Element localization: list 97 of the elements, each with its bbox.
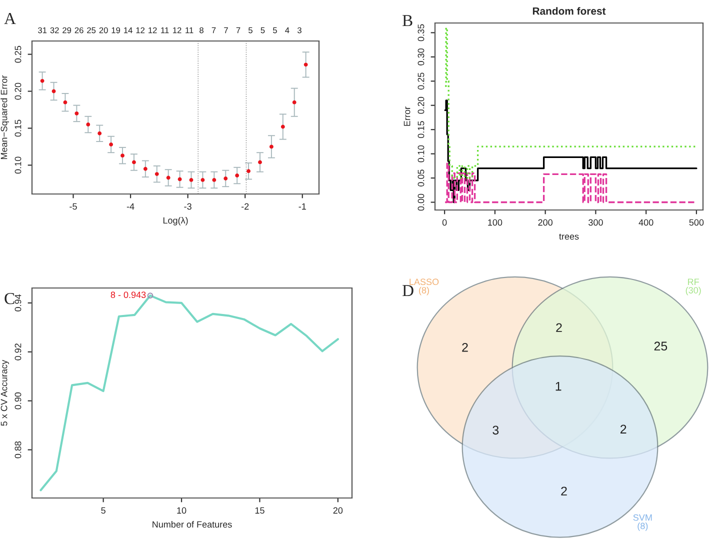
text: 11 xyxy=(186,27,194,34)
text: 29 xyxy=(62,27,72,34)
text: 7 xyxy=(236,27,240,34)
x-tick-label: -2 xyxy=(241,203,249,210)
x-tick-label: 500 xyxy=(689,219,704,226)
text: 12 xyxy=(136,27,145,34)
text: 2 xyxy=(556,323,562,332)
y-tick-label: 0.10 xyxy=(418,145,424,162)
y-tick-label: 0.92 xyxy=(14,344,22,360)
y-tick-label: 0.20 xyxy=(418,96,424,114)
x-tick-label: 300 xyxy=(588,219,603,226)
point xyxy=(166,176,170,180)
point xyxy=(52,89,56,94)
point xyxy=(63,100,68,104)
text: 14 xyxy=(124,27,132,34)
y-tick-label: 0.20 xyxy=(14,82,22,100)
text: B xyxy=(402,15,412,26)
text: 2 xyxy=(561,486,567,496)
text: 1 xyxy=(556,382,562,391)
point xyxy=(246,169,251,174)
y-tick-label: 0.25 xyxy=(14,46,22,63)
y-tick-label: 0.35 xyxy=(418,24,424,42)
point xyxy=(143,166,148,171)
text: 5 xyxy=(273,27,277,34)
point xyxy=(154,172,159,176)
point xyxy=(98,131,102,136)
point xyxy=(120,154,124,158)
text: 5 xyxy=(248,27,252,34)
text: 20 xyxy=(99,27,108,34)
y-axis-title: Error xyxy=(404,106,410,126)
y-tick-label: 0.88 xyxy=(14,441,22,458)
text: 5 xyxy=(260,27,265,34)
x-tick-label: -3 xyxy=(184,203,192,210)
point xyxy=(235,174,240,178)
x-tick-label: -1 xyxy=(298,203,306,210)
text: 19 xyxy=(112,27,120,34)
text: 8 xyxy=(200,27,204,34)
point xyxy=(86,122,90,126)
point xyxy=(40,78,44,83)
text: 4 xyxy=(285,27,290,34)
chart-title: Random forest xyxy=(532,7,606,15)
annotation: 8 - 0.943 xyxy=(110,292,146,298)
x-tick-label: 400 xyxy=(638,219,654,226)
point xyxy=(304,62,308,67)
point xyxy=(132,160,136,164)
x-axis-title: Number of Features xyxy=(152,521,232,528)
point xyxy=(200,178,205,182)
point xyxy=(178,177,182,182)
y-tick-label: 0.15 xyxy=(418,121,424,138)
text: 26 xyxy=(74,27,84,34)
y-tick-label: 0.90 xyxy=(14,392,22,410)
x-tick-label: -4 xyxy=(126,203,134,210)
x-tick-label: 200 xyxy=(538,219,552,226)
category-label: RF (30) xyxy=(686,278,701,296)
point xyxy=(189,178,194,182)
text: C xyxy=(4,292,14,304)
text: 7 xyxy=(224,27,228,34)
point xyxy=(280,124,285,129)
text: 25 xyxy=(654,342,668,351)
point xyxy=(109,142,114,146)
y-tick-label: 0.94 xyxy=(14,294,22,312)
text: 2 xyxy=(620,424,626,434)
y-tick-label: 0.30 xyxy=(418,48,424,66)
point xyxy=(74,111,79,116)
x-axis-title: trees xyxy=(559,234,579,240)
text: A xyxy=(4,13,16,24)
text: 12 xyxy=(148,27,157,34)
text: 12 xyxy=(173,27,182,34)
x-tick-label: 0 xyxy=(442,219,447,226)
y-tick-label: 0.05 xyxy=(418,170,424,186)
point xyxy=(292,100,296,104)
text: 11 xyxy=(161,27,169,34)
x-tick-label: -5 xyxy=(70,203,77,210)
y-axis-title: Mean−Squared Error xyxy=(0,75,9,160)
x-tick-label: 15 xyxy=(255,507,264,514)
text: 25 xyxy=(87,27,96,34)
point xyxy=(258,160,262,164)
point xyxy=(212,178,216,182)
y-tick-label: 0.10 xyxy=(14,156,22,174)
y-tick-label: 0.25 xyxy=(418,72,424,90)
text: 2 xyxy=(462,342,468,352)
text: 3 xyxy=(297,27,302,34)
point xyxy=(269,144,274,149)
y-axis-title: 5 x CV Accuracy xyxy=(0,360,9,426)
text: 7 xyxy=(212,27,216,34)
text: 32 xyxy=(50,27,59,34)
point xyxy=(224,176,228,180)
x-axis-title: Log(λ) xyxy=(163,217,188,226)
x-tick-label: 10 xyxy=(177,507,186,514)
x-tick-label: 100 xyxy=(488,219,502,226)
y-tick-label: 0.15 xyxy=(14,120,22,137)
text: 31 xyxy=(38,27,47,34)
category-label: SVM (8) xyxy=(633,514,652,531)
text: 3 xyxy=(492,426,499,435)
x-tick-label: 5 xyxy=(101,507,106,514)
y-tick-label: 0.00 xyxy=(418,194,424,211)
x-tick-label: 20 xyxy=(333,507,343,514)
